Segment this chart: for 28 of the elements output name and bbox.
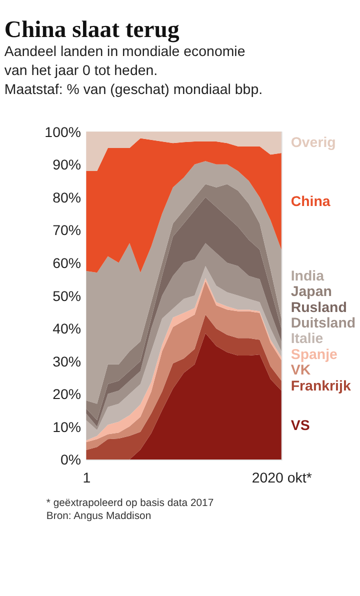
series-label: Overig (290, 135, 336, 152)
chart-title: China slaat terug (4, 16, 180, 43)
series-label: Japan (290, 284, 332, 300)
series-label: India (290, 268, 324, 284)
x-tick-label: 2020 okt* (252, 470, 312, 487)
series-label: Duitsland (290, 315, 356, 332)
text: Bron: Angus Maddison (46, 511, 152, 522)
series-label: VS (290, 418, 310, 434)
y-tick-label: 10% (52, 420, 82, 436)
y-tick-label: 60% (52, 256, 82, 272)
text: * geëxtrapoleerd op basis data 2017 (46, 498, 214, 509)
series-label: Spanje (290, 346, 338, 363)
series-label: VK (290, 362, 312, 379)
y-tick-label: 40% (52, 322, 82, 338)
series-label: China (290, 194, 330, 210)
y-tick-label: 100% (44, 124, 82, 141)
chart-subtitle: Aandeel landen in mondiale economie van het jaar 0 tot heden. Maatstaf: % van (geschat) mondiaal bbp. (4, 44, 263, 98)
y-tick-label: 70% (52, 223, 82, 240)
y-tick-label: 0% (60, 452, 82, 469)
x-tick-label: 1 (82, 470, 91, 487)
y-tick-label: 20% (52, 387, 82, 404)
y-tick-label: 30% (52, 354, 82, 370)
y-tick-label: 90% (52, 158, 82, 174)
series-label: Rusland (290, 300, 347, 316)
series-label: Frankrijk (290, 378, 351, 394)
series-label: Italie (290, 331, 324, 348)
y-tick-label: 80% (52, 190, 82, 206)
y-tick-label: 50% (52, 288, 82, 305)
